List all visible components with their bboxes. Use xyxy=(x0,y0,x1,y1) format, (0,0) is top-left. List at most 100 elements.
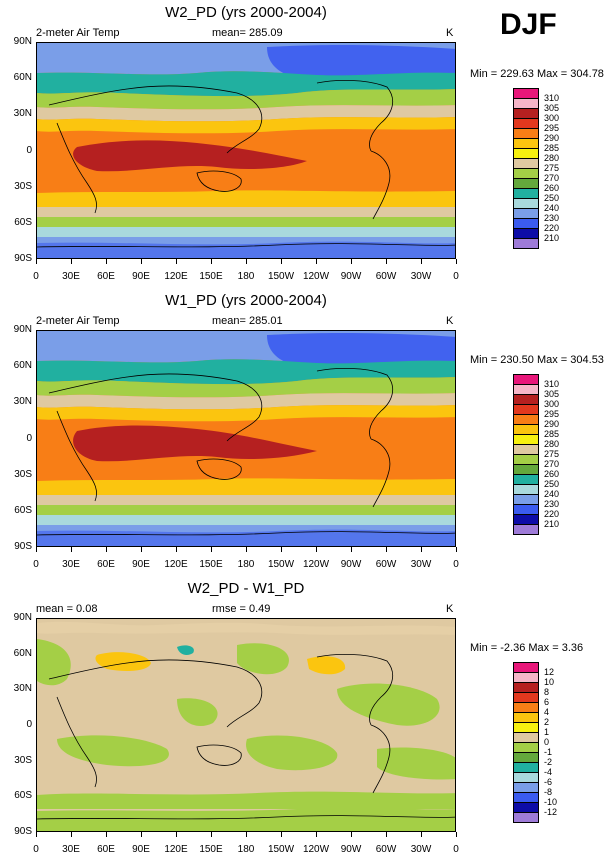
x-tick-label: 30W xyxy=(410,559,432,570)
x-tick-label: 0 xyxy=(33,559,39,570)
x-tick-mark xyxy=(351,832,352,837)
y-tick-label: 30N xyxy=(13,683,32,695)
x-tick-label: 120E xyxy=(164,559,188,570)
legend-swatch xyxy=(513,763,539,773)
legend-label: -6 xyxy=(544,777,553,787)
legend-label: -10 xyxy=(544,797,558,807)
x-tick-label: 60W xyxy=(375,844,397,855)
mean-label: mean= 285.09 xyxy=(212,27,283,39)
legend-label: 290 xyxy=(544,133,560,143)
x-tick-mark xyxy=(106,259,107,264)
y-tick-label: 90N xyxy=(13,36,32,47)
legend-label: -2 xyxy=(544,757,553,767)
y-tick-label: 60S xyxy=(14,504,32,516)
legend-swatch xyxy=(513,385,539,395)
x-tick-mark xyxy=(316,547,317,552)
y-tick-label: 60N xyxy=(13,72,32,84)
variable-label: 2-meter Air Temp xyxy=(36,315,120,327)
legend-label: 260 xyxy=(544,183,560,193)
x-tick-mark xyxy=(106,832,107,837)
legend-swatch xyxy=(513,209,539,219)
legend-label: 250 xyxy=(544,479,560,489)
legend-label: 285 xyxy=(544,429,560,439)
legend-label: 280 xyxy=(544,439,560,449)
x-tick-label: 120E xyxy=(164,844,188,855)
legend-swatch xyxy=(513,159,539,169)
legend-label: 275 xyxy=(544,449,560,459)
legend-swatch xyxy=(513,525,539,535)
x-tick-mark xyxy=(386,259,387,264)
x-tick-mark xyxy=(281,547,282,552)
legend-label: 250 xyxy=(544,193,560,203)
y-tick-label: 90S xyxy=(14,826,32,837)
legend-swatch xyxy=(513,88,539,99)
x-tick-label: 60E xyxy=(97,559,115,570)
temperature-map xyxy=(36,330,456,547)
x-tick-label: 90W xyxy=(340,559,362,570)
units-label: K xyxy=(446,315,454,327)
legend-swatch xyxy=(513,445,539,455)
legend-label: 275 xyxy=(544,163,560,173)
x-tick-label: 150E xyxy=(199,844,223,855)
legend-label: 270 xyxy=(544,173,560,183)
legend-swatch xyxy=(513,149,539,159)
legend-swatch xyxy=(513,673,539,683)
x-tick-label: 30E xyxy=(62,271,80,282)
x-tick-mark xyxy=(176,547,177,552)
legend-label: 295 xyxy=(544,123,560,133)
y-tick-label: 30S xyxy=(14,180,32,192)
color-legend xyxy=(513,662,539,823)
x-tick-mark xyxy=(421,259,422,264)
legend-swatch xyxy=(513,119,539,129)
legend-swatch xyxy=(513,129,539,139)
x-tick-label: 150E xyxy=(199,271,223,282)
legend-swatch xyxy=(513,813,539,823)
x-tick-label: 120E xyxy=(164,271,188,282)
x-tick-mark xyxy=(176,259,177,264)
legend-swatch xyxy=(513,505,539,515)
legend-swatch xyxy=(513,395,539,405)
x-tick-label: 90E xyxy=(132,559,150,570)
legend-swatch xyxy=(513,139,539,149)
legend-label: 230 xyxy=(544,499,560,509)
x-tick-label: 0 xyxy=(453,271,459,282)
y-tick-label: 0 xyxy=(26,719,32,730)
x-tick-label: 0 xyxy=(33,271,39,282)
x-tick-mark xyxy=(246,832,247,837)
legend-label: -4 xyxy=(544,767,553,777)
y-tick-label: 0 xyxy=(26,144,32,156)
legend-swatch xyxy=(513,239,539,249)
legend-swatch xyxy=(513,99,539,109)
x-tick-mark xyxy=(316,832,317,837)
x-tick-label: 30E xyxy=(62,559,80,570)
x-tick-label: 120W xyxy=(302,559,330,570)
legend-label: 1 xyxy=(544,727,550,737)
y-tick-label: 30N xyxy=(13,396,32,408)
x-tick-label: 0 xyxy=(453,559,459,570)
x-tick-label: 180 xyxy=(237,559,255,570)
x-tick-label: 150E xyxy=(199,559,223,570)
y-tick-label: 90N xyxy=(13,612,32,623)
legend-swatch xyxy=(513,374,539,385)
legend-swatch xyxy=(513,773,539,783)
min-max-label: Min = -2.36 Max = 3.36 xyxy=(470,642,584,654)
legend-label: 220 xyxy=(544,223,560,233)
x-tick-label: 60W xyxy=(375,271,397,282)
x-tick-mark xyxy=(106,547,107,552)
legend-label: 230 xyxy=(544,213,560,223)
x-tick-label: 180 xyxy=(237,271,255,282)
legend-swatch xyxy=(513,683,539,693)
legend-label: 290 xyxy=(544,419,560,429)
legend-swatch xyxy=(513,753,539,763)
x-tick-label: 150W xyxy=(267,844,295,855)
legend-swatch xyxy=(513,405,539,415)
y-tick-label: 30N xyxy=(13,108,32,120)
x-tick-mark xyxy=(211,547,212,552)
panel-w2: W2_PD (yrs 2000-2004) 2-meter Air Temp m… xyxy=(0,0,604,285)
x-tick-mark xyxy=(386,547,387,552)
legend-swatch xyxy=(513,229,539,239)
legend-label: 10 xyxy=(544,677,555,687)
x-tick-mark xyxy=(316,259,317,264)
x-tick-mark xyxy=(71,832,72,837)
mean-label: mean= 285.01 xyxy=(212,315,283,327)
